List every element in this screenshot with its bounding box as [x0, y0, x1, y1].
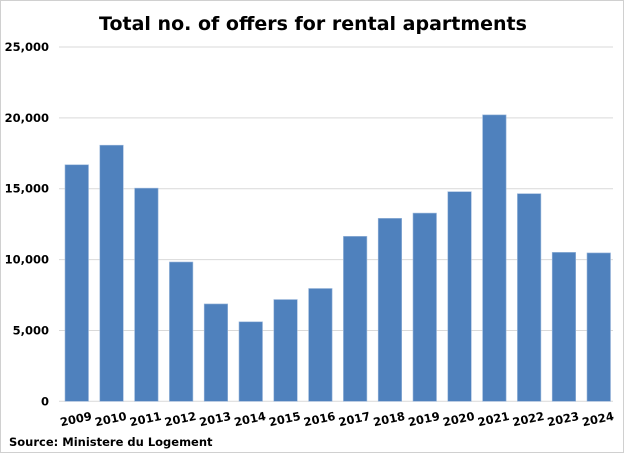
x-tick-label: 2024 [581, 409, 615, 429]
bar-2018 [377, 218, 403, 402]
x-tick-label: 2019 [407, 409, 441, 429]
y-tick-label: 0 [41, 394, 49, 408]
x-tick-label: 2023 [546, 409, 580, 429]
x-tick-label: 2010 [94, 409, 128, 429]
bar-2013 [203, 303, 228, 402]
bar-2015 [273, 299, 298, 402]
x-tick-label: 2020 [442, 409, 476, 429]
x-tick-label: 2009 [59, 409, 93, 429]
x-tick-label: 2017 [337, 409, 371, 429]
source-note: Source: Ministere du Logement [9, 435, 213, 449]
y-tick-label: 5,000 [13, 323, 49, 337]
bar-2023 [551, 252, 577, 402]
y-tick-label: 15,000 [5, 182, 49, 196]
chart-title: Total no. of offers for rental apartment… [99, 13, 527, 35]
bar-2020 [447, 191, 472, 402]
y-tick-label: 25,000 [5, 40, 49, 54]
x-tick-label: 2012 [163, 409, 197, 429]
x-tick-label: 2018 [372, 409, 406, 429]
y-tick-label: 10,000 [5, 253, 49, 267]
x-tick-label: 2011 [128, 409, 162, 429]
x-tick-label: 2015 [268, 409, 302, 429]
bar-2012 [169, 261, 194, 402]
bar-2016 [308, 288, 333, 402]
y-tick-label: 20,000 [5, 111, 49, 125]
bar-2009 [64, 164, 89, 402]
bar-2017 [343, 236, 368, 402]
bar-2021 [482, 114, 507, 402]
x-tick-label: 2013 [198, 409, 232, 429]
x-tick-label: 2014 [233, 409, 267, 429]
bar-2024 [586, 252, 611, 402]
x-tick-label: 2016 [302, 409, 336, 429]
bar-2022 [517, 193, 542, 402]
x-tick-label: 2022 [511, 409, 545, 429]
bar-2019 [412, 212, 437, 402]
bar-2010 [99, 144, 124, 402]
bar-2014 [238, 321, 263, 402]
bar-2011 [134, 187, 159, 402]
x-tick-label: 2021 [476, 409, 510, 429]
